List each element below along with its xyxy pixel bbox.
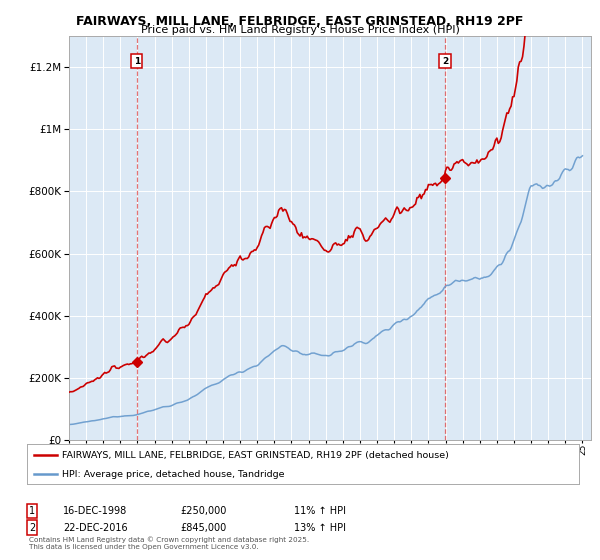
Text: FAIRWAYS, MILL LANE, FELBRIDGE, EAST GRINSTEAD, RH19 2PF: FAIRWAYS, MILL LANE, FELBRIDGE, EAST GRI…	[76, 15, 524, 27]
Text: 1: 1	[29, 506, 35, 516]
Text: 13% ↑ HPI: 13% ↑ HPI	[294, 522, 346, 533]
Text: 2: 2	[29, 522, 35, 533]
Text: Contains HM Land Registry data © Crown copyright and database right 2025.
This d: Contains HM Land Registry data © Crown c…	[29, 536, 309, 550]
Text: 11% ↑ HPI: 11% ↑ HPI	[294, 506, 346, 516]
Text: HPI: Average price, detached house, Tandridge: HPI: Average price, detached house, Tand…	[62, 470, 284, 479]
Text: £250,000: £250,000	[180, 506, 226, 516]
Text: 16-DEC-1998: 16-DEC-1998	[63, 506, 127, 516]
Text: Price paid vs. HM Land Registry's House Price Index (HPI): Price paid vs. HM Land Registry's House …	[140, 25, 460, 35]
Text: FAIRWAYS, MILL LANE, FELBRIDGE, EAST GRINSTEAD, RH19 2PF (detached house): FAIRWAYS, MILL LANE, FELBRIDGE, EAST GRI…	[62, 451, 449, 460]
Text: 22-DEC-2016: 22-DEC-2016	[63, 522, 128, 533]
Text: £845,000: £845,000	[180, 522, 226, 533]
Text: 1: 1	[134, 57, 140, 66]
Text: 2: 2	[442, 57, 448, 66]
